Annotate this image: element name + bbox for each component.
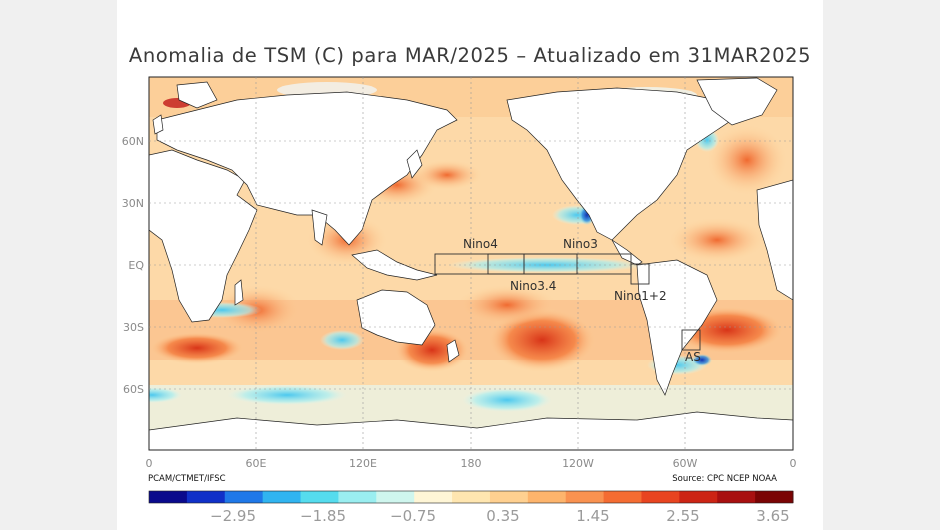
nino34-label: Nino3.4 <box>510 279 556 293</box>
colorbar-segment <box>717 491 756 503</box>
lat-label-eq: EQ <box>128 259 144 272</box>
colorbar-segment <box>489 491 529 503</box>
colorbar-segment <box>149 491 188 503</box>
colorbar-segment <box>338 491 377 503</box>
colorbar-segment <box>262 491 302 503</box>
colorbar-segment <box>527 491 567 503</box>
lon-label-0-right: 0 <box>790 457 797 470</box>
lat-label-30n: 30N <box>122 197 144 210</box>
nino12-label: Nino1+2 <box>614 289 667 303</box>
nino12-box <box>630 263 650 285</box>
lat-label-30s: 30S <box>123 321 144 334</box>
colorbar-tick-label: 1.45 <box>576 507 610 525</box>
lon-label-60e: 60E <box>246 457 267 470</box>
lon-label-180: 180 <box>461 457 482 470</box>
colorbar-segment <box>452 491 491 503</box>
colorbar-tick-label: −2.95 <box>210 507 256 525</box>
colorbar-tick-label: −0.75 <box>390 507 436 525</box>
colorbar-segment <box>186 491 226 503</box>
colorbar-segment <box>300 491 339 503</box>
as-box <box>681 329 701 351</box>
nino4-label: Nino4 <box>463 237 498 251</box>
figure-page: Anomalia de TSM (C) para MAR/2025 – Atua… <box>117 0 823 530</box>
graticule <box>149 77 793 450</box>
colorbar-segment <box>755 491 794 503</box>
ocean-field <box>149 77 793 450</box>
colorbar-frame <box>148 490 794 504</box>
colorbar-tick-label: 0.35 <box>486 507 520 525</box>
nino3-label: Nino3 <box>563 237 598 251</box>
lon-label-120e: 120E <box>349 457 377 470</box>
lat-label-60s: 60S <box>123 383 144 396</box>
footer-source: Source: CPC NCEP NOAA <box>672 474 777 484</box>
colorbar-segment <box>679 491 718 503</box>
colorbar-segment <box>224 491 264 503</box>
lon-label-120w: 120W <box>562 457 594 470</box>
colorbar-tick-label: 3.65 <box>756 507 790 525</box>
colorbar-segment <box>603 491 642 503</box>
footer-credit: PCAM/CTMET/IFSC <box>148 474 226 484</box>
colorbar-tick-label: 2.55 <box>666 507 700 525</box>
colorbar-segment <box>414 491 453 503</box>
colorbar-segment <box>565 491 605 503</box>
lon-label-60w: 60W <box>673 457 698 470</box>
colorbar <box>148 490 794 504</box>
colorbar-segment <box>376 491 415 503</box>
as-label: AS <box>685 350 701 364</box>
lat-label-60n: 60N <box>122 135 144 148</box>
nino-boxes <box>434 253 701 351</box>
sst-anomaly-map: Nino4 Nino3.4 Nino3 Nino1+2 AS 60N 30N E… <box>122 76 797 504</box>
landmasses <box>149 77 793 450</box>
colorbar-segment <box>641 491 680 503</box>
map-title: Anomalia de TSM (C) para MAR/2025 – Atua… <box>128 44 812 67</box>
colorbar-tick-label: −1.85 <box>300 507 346 525</box>
lon-label-0: 0 <box>146 457 153 470</box>
